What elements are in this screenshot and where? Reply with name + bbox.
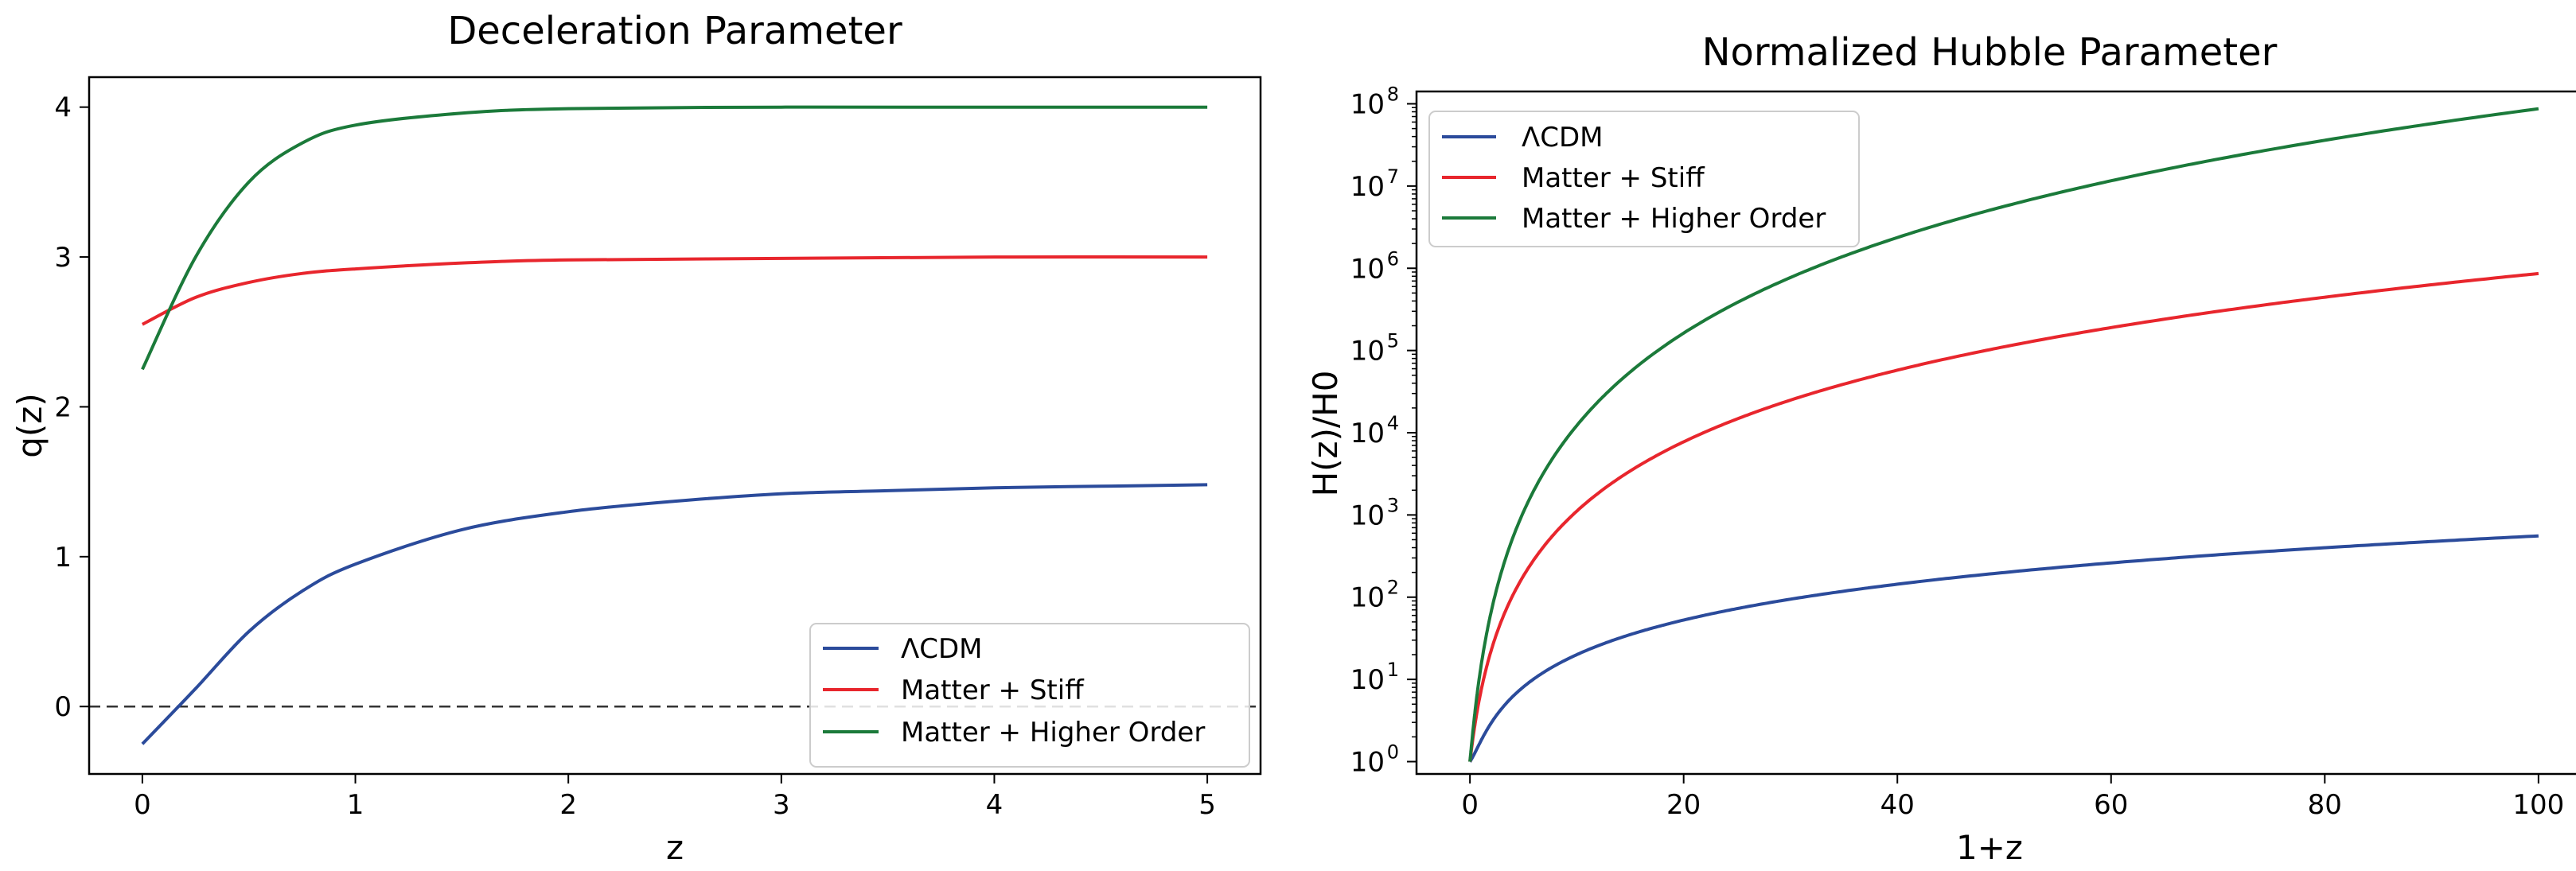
legend: ΛCDM Matter + Stiff Matter + Higher Orde…: [809, 623, 1250, 768]
series-line-1: [142, 255, 1208, 326]
plot-area: [1468, 107, 2539, 763]
legend-label-higher: Matter + Higher Order: [901, 717, 1205, 749]
y-tick-label: 0: [54, 691, 72, 723]
y-tick-label: 10: [1350, 89, 1385, 121]
legend-label-lcdm: ΛCDM: [1522, 122, 1604, 154]
y-tick-label: 1: [54, 542, 72, 574]
y-tick-label: 2: [54, 391, 72, 423]
x-axis-label: 1+z: [1956, 828, 2023, 867]
x-tick-label: 4: [986, 789, 1004, 821]
y-tick-exponent: 8: [1387, 84, 1399, 106]
tick-layer: 0 1 2 3 4 5 0 1 2 3 4: [54, 92, 1216, 821]
legend: ΛCDM Matter + Stiff Matter + Higher Orde…: [1428, 111, 1860, 247]
y-tick-exponent: 2: [1387, 577, 1399, 599]
hubble-chart: Normalized Hubble Parameter 1+z H(z)/H0 …: [1306, 30, 2576, 867]
x-tick-label: 80: [2308, 789, 2342, 821]
y-axis-label: H(z)/H0: [1306, 371, 1345, 497]
x-axis-label: z: [666, 828, 684, 867]
series-line-0: [141, 483, 1208, 745]
axes-frame: [88, 76, 1262, 776]
y-tick-exponent: 1: [1387, 659, 1399, 681]
series-line-1: [1468, 271, 2539, 763]
series-line-0: [1468, 534, 2539, 763]
series-line-2: [1468, 107, 2539, 763]
y-tick-label: 10: [1350, 500, 1385, 531]
y-tick-label: 10: [1350, 171, 1385, 203]
x-tick-label: 60: [2094, 789, 2128, 821]
legend-label-stiff: Matter + Stiff: [901, 675, 1085, 706]
deceleration-chart: Deceleration Parameter z q(z) 0 1 2 3 4 5 0 1 2 3…: [10, 9, 1262, 867]
series-line-2: [141, 105, 1208, 371]
x-tick-label: 3: [773, 789, 790, 821]
chart-title: Deceleration Parameter: [447, 9, 902, 53]
y-tick-exponent: 4: [1387, 412, 1399, 434]
x-tick-label: 20: [1666, 789, 1701, 821]
chart-title: Normalized Hubble Parameter: [1702, 30, 2278, 75]
x-tick-label: 0: [1461, 789, 1479, 821]
y-tick-label: 4: [54, 92, 72, 124]
x-tick-label: 100: [2512, 789, 2564, 821]
x-tick-label: 1: [347, 789, 364, 821]
x-tick-label: 40: [1880, 789, 1915, 821]
y-tick-label: 10: [1350, 253, 1385, 285]
y-tick-label: 3: [54, 242, 72, 274]
y-axis-label: q(z): [10, 393, 49, 457]
plot-area: [89, 105, 1261, 745]
y-tick-label: 10: [1350, 418, 1385, 449]
legend-label-stiff: Matter + Stiff: [1522, 162, 1705, 194]
y-tick-label: 10: [1350, 746, 1385, 778]
legend-box: [809, 623, 1250, 768]
y-tick-exponent: 3: [1387, 494, 1399, 516]
y-tick-label: 10: [1350, 336, 1385, 367]
y-tick-exponent: 6: [1387, 247, 1399, 270]
y-tick-exponent: 7: [1387, 165, 1399, 188]
y-tick-exponent: 5: [1387, 330, 1399, 352]
legend-box: [1428, 111, 1860, 247]
y-tick-exponent: 0: [1387, 741, 1399, 763]
x-tick-label: 0: [134, 789, 151, 821]
y-tick-label: 10: [1350, 664, 1385, 696]
x-tick-label: 5: [1198, 789, 1216, 821]
legend-label-higher: Matter + Higher Order: [1522, 203, 1826, 235]
y-tick-label: 10: [1350, 582, 1385, 614]
legend-label-lcdm: ΛCDM: [901, 633, 983, 665]
x-tick-label: 2: [559, 789, 577, 821]
